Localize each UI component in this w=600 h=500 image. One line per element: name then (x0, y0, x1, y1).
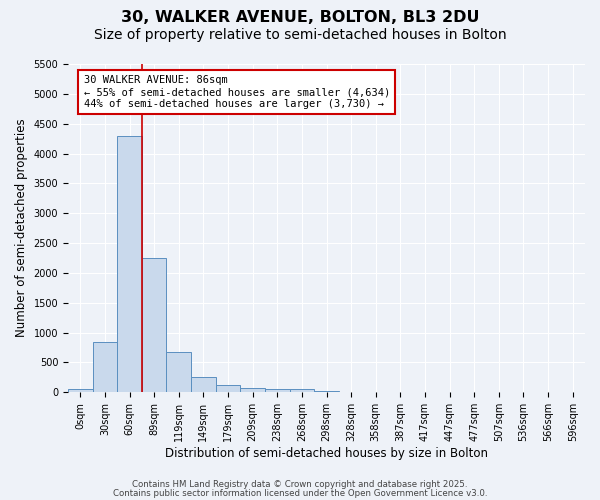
Bar (241, 388, 265, 392)
Bar (142, 258, 166, 392)
Bar (265, 389, 290, 392)
Y-axis label: Number of semi-detached properties: Number of semi-detached properties (15, 119, 28, 338)
Bar (117, 136, 142, 392)
Bar (68, 390, 92, 392)
Bar (314, 390, 339, 392)
Text: 30, WALKER AVENUE, BOLTON, BL3 2DU: 30, WALKER AVENUE, BOLTON, BL3 2DU (121, 10, 479, 25)
Bar (216, 385, 241, 392)
Text: Contains public sector information licensed under the Open Government Licence v3: Contains public sector information licen… (113, 489, 487, 498)
Bar (191, 377, 216, 392)
X-axis label: Distribution of semi-detached houses by size in Bolton: Distribution of semi-detached houses by … (165, 447, 488, 460)
Text: Contains HM Land Registry data © Crown copyright and database right 2025.: Contains HM Land Registry data © Crown c… (132, 480, 468, 489)
Bar (92, 342, 117, 392)
Bar (166, 352, 191, 393)
Text: Size of property relative to semi-detached houses in Bolton: Size of property relative to semi-detach… (94, 28, 506, 42)
Text: 30 WALKER AVENUE: 86sqm
← 55% of semi-detached houses are smaller (4,634)
44% of: 30 WALKER AVENUE: 86sqm ← 55% of semi-de… (83, 76, 390, 108)
Bar (290, 390, 314, 392)
